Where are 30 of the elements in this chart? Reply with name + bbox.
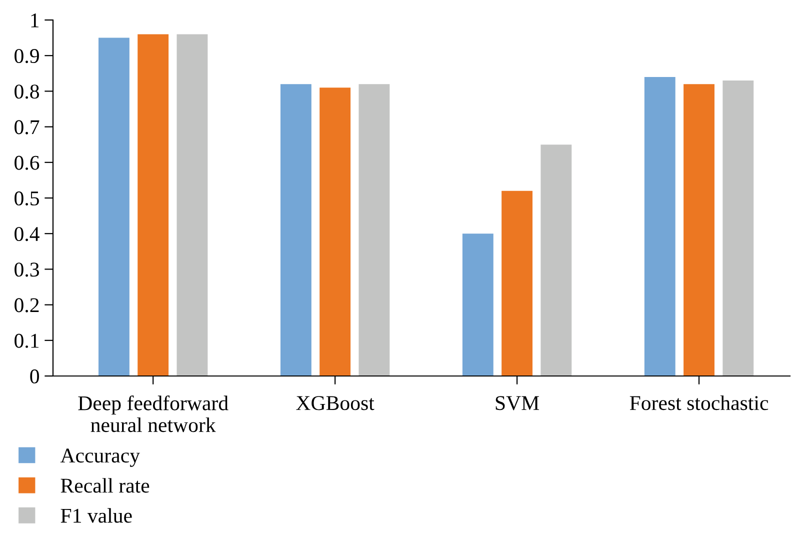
bar: [722, 80, 754, 376]
y-tick-label: 0.8: [14, 84, 40, 99]
bar: [684, 84, 714, 376]
bar: [98, 38, 130, 376]
y-tick-label: 0.7: [14, 120, 40, 134]
bar: [644, 76, 676, 376]
bar: [280, 84, 312, 376]
y-tick-label: 1: [31, 13, 39, 28]
y-tick-label: 0.5: [14, 191, 39, 206]
bar: [138, 34, 169, 376]
y-tick-label: 0.9: [14, 48, 39, 64]
bar: [176, 34, 208, 376]
y-tick-label: 0.4: [14, 226, 40, 242]
x-tick-label: SVM: [496, 396, 540, 410]
bar: [320, 88, 351, 376]
bar: [540, 144, 572, 376]
x-tick-label: Forest stochastic: [630, 395, 768, 410]
y-tick-label: 0.3: [14, 262, 39, 277]
bar: [502, 190, 533, 376]
bar: [358, 84, 390, 376]
x-tick-label: Deep feedforward neural network: [78, 395, 228, 432]
y-tick-label: 0.1: [14, 334, 39, 348]
y-tick-label: 0: [30, 369, 40, 384]
legend-label: F1 value: [60, 508, 132, 523]
y-tick-label: 0.6: [14, 156, 40, 170]
legend-label: Accuracy: [60, 448, 140, 467]
legend-label: Recall rate: [60, 478, 150, 493]
y-tick-label: 0.2: [14, 298, 39, 312]
bar: [462, 234, 494, 376]
x-tick-label: XGBoost: [296, 396, 374, 410]
